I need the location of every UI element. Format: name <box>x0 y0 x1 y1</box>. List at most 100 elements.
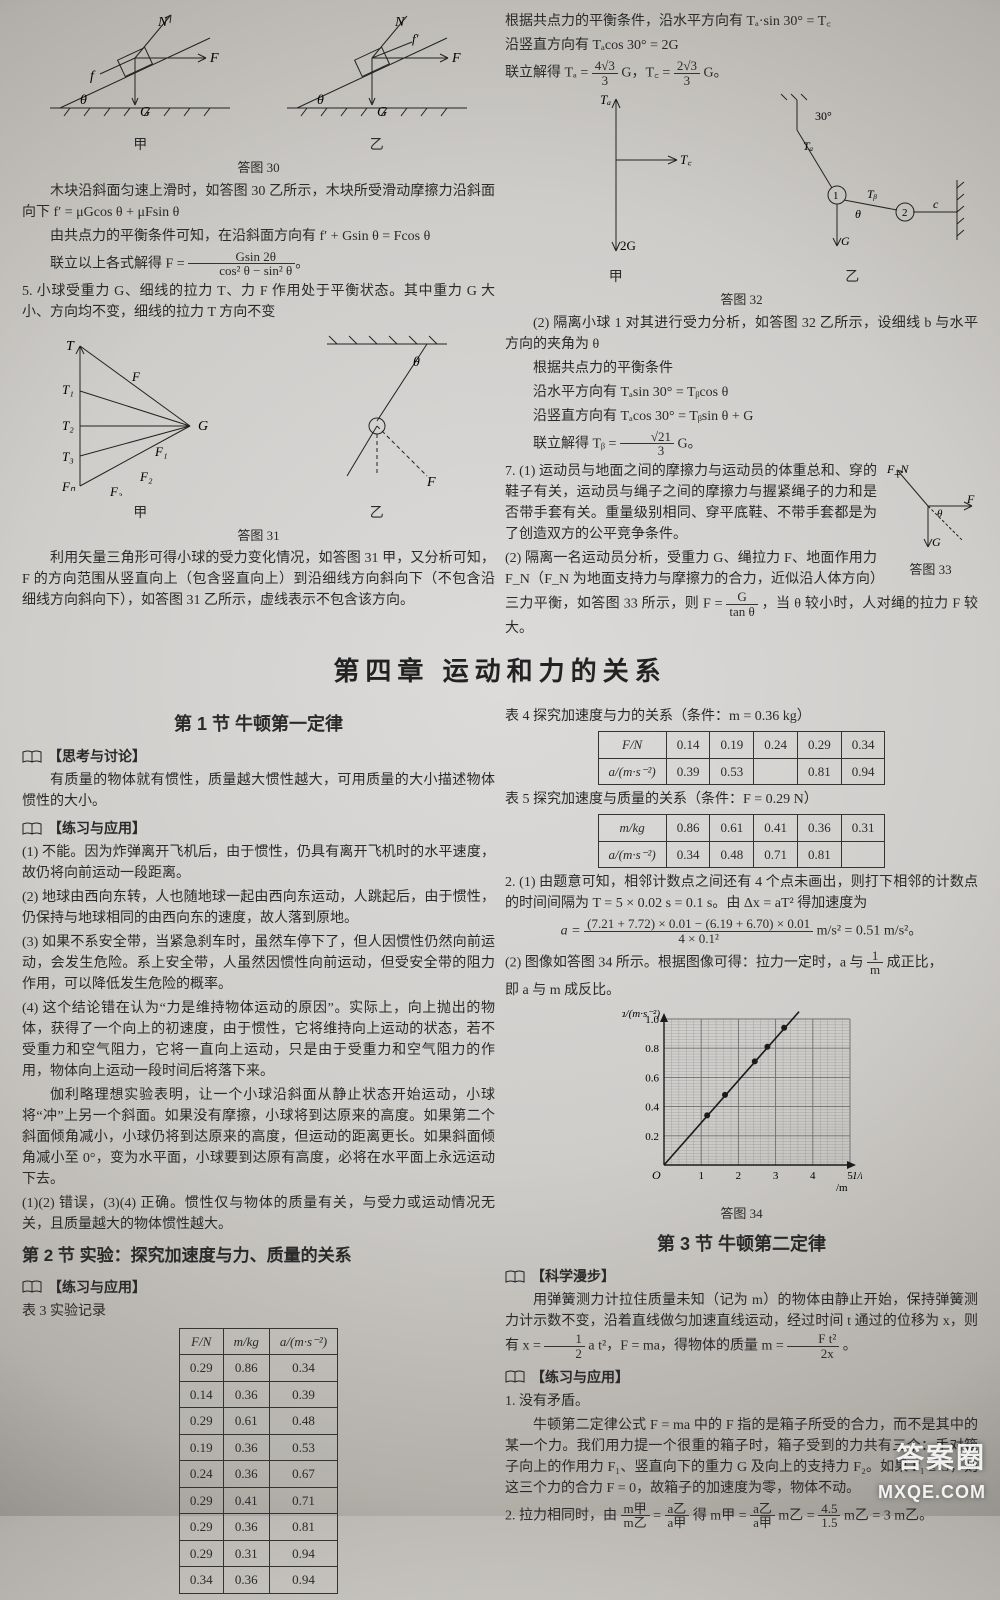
table-4: F/N0.140.190.240.290.34a/(m·s⁻²)0.390.53… <box>598 731 886 785</box>
svg-text:Tₐ: Tₐ <box>803 139 814 153</box>
table4-caption: 表 4 探究加速度与力的关系（条件：m = 0.36 kg） <box>505 706 978 727</box>
svg-text:3: 3 <box>772 1170 778 1182</box>
figure-31-caption: 答图 31 <box>22 526 495 546</box>
think-label-row: 【思考与讨论】 <box>22 746 495 767</box>
ur-p3: 沿水平方向有 Tₐsin 30° = Tᵦcos θ <box>505 382 978 403</box>
svg-text:O: O <box>652 1168 661 1182</box>
figure-31-right: θ F 乙 <box>277 326 477 524</box>
svg-text:F₂: F₂ <box>139 469 153 484</box>
para-1: 木块沿斜面匀速上滑时，如答图 30 乙所示，木块所受滑动摩擦力沿斜面向下 f′ … <box>22 181 495 223</box>
ur-p2: 根据共点力的平衡条件 <box>505 358 978 379</box>
figure-32-right: 30° 1 2 G Tₐ Tᵦ θ <box>737 90 967 288</box>
svg-text:F_N: F_N <box>886 462 909 476</box>
book-icon <box>505 1370 525 1384</box>
svg-text:F₃: F₃ <box>109 484 122 496</box>
book-icon <box>505 1270 525 1284</box>
book-icon <box>22 750 42 764</box>
ur-p4: 沿竖直方向有 Tₐcos 30° = Tᵦsin θ + G <box>505 406 978 427</box>
svg-text:F: F <box>131 369 141 384</box>
ur-l2: 沿竖直方向有 Tₐcos 30° = 2G <box>505 35 978 56</box>
svg-text:T: T <box>66 339 75 354</box>
svg-text:θ: θ <box>80 93 87 108</box>
practice-label-row-3: 【练习与应用】 <box>505 1367 978 1388</box>
section-1-title: 第 1 节 牛顿第一定律 <box>22 711 495 738</box>
think-text: 有质量的物体就有惯性，质量越大惯性越大，可用质量的大小描述物体惯性的大小。 <box>22 770 495 812</box>
svg-text:F: F <box>209 51 219 66</box>
figure-32-left-label: 甲 <box>516 267 716 288</box>
svg-text:c: c <box>933 197 939 211</box>
svg-text:F: F <box>426 475 436 490</box>
svg-text:T₂: T₂ <box>62 418 74 433</box>
figure-30-caption: 答图 30 <box>22 158 495 178</box>
think-label: 【思考与讨论】 <box>48 746 146 767</box>
svg-text:0.6: 0.6 <box>645 1072 659 1084</box>
table-3: F/Nm/kga/(m·s⁻²)0.290.860.340.140.360.39… <box>179 1328 338 1594</box>
science-label: 【科学漫步】 <box>531 1266 615 1287</box>
scatter-chart-icon: a/(m·s⁻²)1/m/m O123450.20.40.60.81.0 <box>622 1005 862 1195</box>
upper-columns: G F N f θ 甲 <box>22 8 978 642</box>
svg-text:Tₐ: Tₐ <box>600 92 611 107</box>
upper-right-col: 根据共点力的平衡条件，沿水平方向有 Tₐ·sin 30° = T꜀ 沿竖直方向有… <box>505 8 978 642</box>
lower-columns: 第 1 节 牛顿第一定律 【思考与讨论】 有质量的物体就有惯性，质量越大惯性越大… <box>22 703 978 1600</box>
science-label-row: 【科学漫步】 <box>505 1266 978 1287</box>
svg-text:θ: θ <box>937 508 943 520</box>
force-diagram-icon: Tₐ T꜀ 2G <box>516 90 716 260</box>
svg-text:2: 2 <box>902 207 908 219</box>
svg-text:G: G <box>841 234 850 248</box>
watermark-bottom: MXQE.COM <box>878 1479 986 1506</box>
sec1-a3: (3) 如果不系安全带，当紧急刹车时，虽然车停下了，但人因惯性仍然向前运动，会发… <box>22 932 495 995</box>
svg-text:T꜀: T꜀ <box>680 152 692 167</box>
svg-text:/m: /m <box>836 1182 848 1194</box>
figure-31: T T₁ T₂ T₃ G F₃ F₂ F₁ F Fₙ 甲 <box>22 326 495 524</box>
upper-left-col: G F N f θ 甲 <box>22 8 495 642</box>
svg-text:1.0: 1.0 <box>645 1014 659 1026</box>
section-3-title: 第 3 节 牛顿第二定律 <box>505 1231 978 1258</box>
incline-diagram-icon: G F N f θ <box>40 8 240 128</box>
lower-left-col: 第 1 节 牛顿第一定律 【思考与讨论】 有质量的物体就有惯性，质量越大惯性越大… <box>22 703 495 1600</box>
svg-text:f: f <box>90 69 96 84</box>
svg-text:1/m: 1/m <box>852 1170 862 1182</box>
sec1-a2: (2) 地球由西向东转，人也随地球一起由西向东运动，人跳起后，由于惯性，仍保持与… <box>22 887 495 929</box>
book-icon <box>22 822 42 836</box>
chapter-title: 第四章 运动和力的关系 <box>22 652 978 691</box>
chart-34-caption: 答图 34 <box>622 1204 862 1224</box>
table-5: m/kg0.860.610.410.360.31a/(m·s⁻²)0.340.4… <box>598 814 886 868</box>
svg-text:Tᵦ: Tᵦ <box>867 187 878 201</box>
svg-text:T₃: T₃ <box>62 449 74 464</box>
svg-text:Fₙ: Fₙ <box>61 479 76 494</box>
svg-text:4: 4 <box>810 1170 816 1182</box>
figure-31-left: T T₁ T₂ T₃ G F₃ F₂ F₁ F Fₙ 甲 <box>40 326 240 524</box>
figure-30-right-label: 乙 <box>277 135 477 156</box>
figure-30-left: G F N f θ 甲 <box>40 8 240 156</box>
q2-2: (2) 图像如答图 34 所示。根据图像可得：拉力一定时，a 与 1m 成正比， <box>505 949 978 977</box>
ur-p1: (2) 隔离小球 1 对其进行受力分析，如答图 32 乙所示，设细线 b 与水平… <box>505 313 978 355</box>
figure-31-left-label: 甲 <box>40 503 240 524</box>
sec1-a4: (4) 这个结论错在认为“力是维持物体运动的原因”。实际上，向上抛出的物体，获得… <box>22 998 495 1082</box>
svg-text:G: G <box>377 105 387 120</box>
watermark-top: 答案圈 <box>878 1437 986 1479</box>
chart-answer-34: a/(m·s⁻²)1/m/m O123450.20.40.60.81.0 答图 … <box>622 1005 862 1224</box>
practice-label-row-1: 【练习与应用】 <box>22 818 495 839</box>
figure-32-right-label: 乙 <box>737 267 967 288</box>
figure-33: F_N F G θ 答图 33 <box>883 461 978 580</box>
svg-text:2: 2 <box>735 1170 741 1182</box>
ur-l1: 根据共点力的平衡条件，沿水平方向有 Tₐ·sin 30° = T꜀ <box>505 11 978 32</box>
figure-30: G F N f θ 甲 <box>22 8 495 156</box>
svg-text:f′: f′ <box>412 31 419 46</box>
svg-text:N: N <box>394 15 405 30</box>
q2-2b: 即 a 与 m 成反比。 <box>505 980 978 1001</box>
svg-text:N: N <box>157 15 168 30</box>
svg-text:F₁: F₁ <box>154 444 167 459</box>
table3-caption: 表 3 实验记录 <box>22 1301 495 1322</box>
svg-text:2G: 2G <box>620 238 636 253</box>
svg-text:F: F <box>451 51 461 66</box>
figure-33-caption: 答图 33 <box>883 560 978 580</box>
fraction: Gsin 2θ cos² θ − sin² θ <box>188 250 295 278</box>
table5-caption: 表 5 探究加速度与质量的关系（条件：F = 0.29 N） <box>505 789 978 810</box>
incline-diagram-icon: G F N f′ θ <box>277 8 477 128</box>
page: G F N f θ 甲 <box>22 8 978 1502</box>
figure-32-caption: 答图 32 <box>505 290 978 310</box>
para-2: 由共点力的平衡条件可知，在沿斜面方向有 f′ + Gsin θ = Fcos θ <box>22 226 495 247</box>
q2-frac: a = (7.21 + 7.72) × 0.01 − (6.19 + 6.70)… <box>505 917 978 945</box>
para-3-pre: 联立以上各式解得 F = <box>50 256 185 271</box>
